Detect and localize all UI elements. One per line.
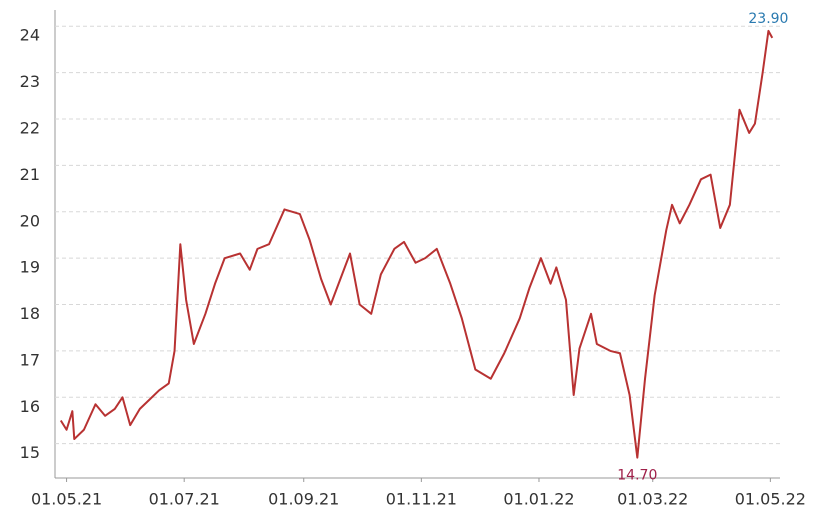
- annotation: 14.70: [617, 468, 657, 484]
- x-tick-label: 01.05.21: [31, 490, 102, 509]
- x-tick-label: 01.05.22: [735, 490, 806, 509]
- y-tick-label: 19: [20, 258, 40, 277]
- annotation: 23.90: [748, 11, 788, 27]
- y-tick-label: 22: [20, 118, 40, 137]
- y-tick-label: 17: [20, 350, 40, 369]
- y-tick-label: 20: [20, 211, 40, 230]
- y-tick-label: 24: [20, 26, 40, 45]
- line: [59, 29, 774, 459]
- y-tick-label: 21: [20, 165, 40, 184]
- x-tick-label: 01.11.21: [386, 490, 457, 509]
- y-tick-label: 15: [20, 443, 40, 462]
- x-tick-label: 01.01.22: [503, 490, 574, 509]
- y-tick-label: 23: [20, 72, 40, 91]
- x-tick-label: 01.07.21: [149, 490, 220, 509]
- y-tick-label: 16: [20, 397, 40, 416]
- x-tick-label: 01.09.21: [268, 490, 339, 509]
- x-tick-label: 01.03.22: [617, 490, 688, 509]
- y-tick-label: 18: [20, 304, 40, 323]
